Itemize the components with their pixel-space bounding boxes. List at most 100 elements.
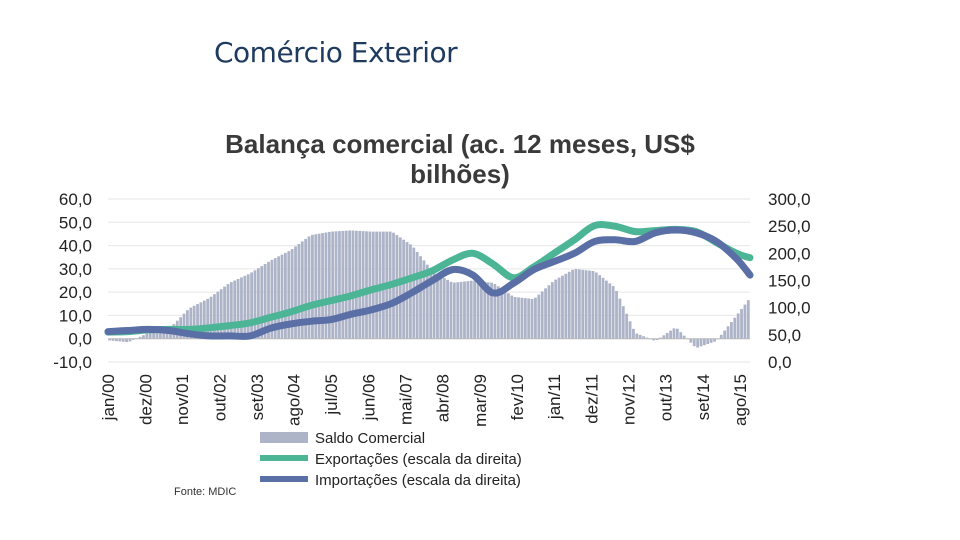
chart-title-line2: bilhões) [410, 159, 510, 189]
saldo-bar [534, 297, 537, 339]
saldo-bar [669, 330, 672, 339]
saldo-bar [601, 277, 605, 339]
saldo-bar [206, 298, 210, 339]
x-tick-label: abr/08 [434, 374, 453, 422]
saldo-bar [223, 286, 226, 339]
right-axis: 300,0 250,0 200,0 150,0 100,0 50,0 0,0 [768, 190, 811, 372]
left-tick-label: 10,0 [59, 306, 92, 325]
saldo-bar [662, 335, 666, 339]
saldo-bar [186, 310, 189, 339]
saldo-bar [510, 295, 514, 339]
saldo-bar [260, 266, 264, 339]
right-tick-label: 100,0 [768, 299, 811, 318]
saldo-bar [574, 269, 578, 339]
saldo-bar [334, 231, 338, 339]
saldo-bar [500, 288, 504, 339]
chart-title-line1: Balança comercial (ac. 12 meses, US$ [225, 129, 695, 159]
saldo-bar [490, 282, 493, 339]
saldo-bar [317, 233, 321, 339]
saldo-bar [449, 281, 453, 339]
x-tick-label: jul/05 [322, 374, 341, 416]
x-tick-label: nov/12 [619, 374, 638, 425]
saldo-bar [642, 336, 645, 339]
left-tick-label: -10,0 [53, 353, 92, 372]
left-tick-label: 60,0 [59, 190, 92, 209]
x-axis: jan/00 dez/00 nov/01 out/02 set/03 ago/04 jul/… [99, 374, 750, 427]
x-tick-label: ago/15 [731, 374, 750, 426]
x-tick-label: out/13 [657, 374, 676, 421]
x-tick-label: fev/10 [508, 374, 527, 420]
saldo-bar [199, 302, 203, 339]
saldo-bar [358, 230, 362, 339]
saldo-bar [219, 289, 223, 339]
saldo-bar [432, 272, 436, 339]
saldo-bar [256, 268, 260, 339]
saldo-bar [216, 291, 220, 339]
legend-item-exports: Exportações (escala da direita) [260, 451, 522, 468]
saldo-bar [131, 338, 135, 340]
saldo-bar [287, 251, 291, 339]
x-tick-label: jan/11 [545, 374, 564, 420]
saldo-bar [523, 298, 527, 339]
saldo-bar [304, 238, 308, 339]
saldo-bar [463, 281, 466, 339]
saldo-bar [351, 230, 355, 339]
saldo-bar [398, 237, 402, 339]
saldo-bar [581, 269, 585, 339]
saldo-bar [327, 231, 331, 339]
saldo-bar [689, 338, 693, 343]
left-tick-label: 40,0 [59, 237, 92, 256]
source-note: Fonte: MDIC [174, 486, 237, 498]
saldo-bar [402, 239, 406, 339]
exports-line [104, 221, 754, 336]
saldo-bar [493, 283, 497, 339]
saldo-bar [730, 321, 733, 339]
saldo-bar [632, 328, 635, 339]
saldo-bar [361, 231, 365, 339]
saldo-bar [479, 281, 483, 339]
right-tick-label: 0,0 [768, 353, 792, 372]
saldo-bar [300, 241, 304, 339]
saldo-bar [439, 275, 443, 339]
x-tick-label: set/03 [248, 374, 267, 420]
saldo-bar [240, 277, 243, 339]
saldo-bar [125, 338, 128, 343]
saldo-bar [486, 282, 490, 339]
saldo-bar [321, 233, 324, 339]
x-tick-label: jun/06 [359, 374, 378, 421]
x-tick-label: jan/00 [99, 374, 118, 421]
saldo-bar [645, 337, 649, 339]
saldo-bar [297, 243, 301, 339]
saldo-bar [158, 330, 162, 339]
saldo-bar [111, 338, 115, 341]
saldo-bar [270, 259, 274, 339]
saldo-bar [652, 338, 656, 341]
saldo-bar [513, 296, 517, 339]
saldo-bar [155, 331, 159, 339]
saldo-bar [746, 300, 750, 339]
saldo-bar [557, 277, 561, 339]
saldo-bar [709, 338, 713, 343]
saldo-bar [250, 272, 254, 339]
saldo-bar [142, 335, 145, 339]
saldo-bar [243, 275, 247, 339]
saldo-bar [192, 305, 196, 339]
saldo-bar [115, 338, 118, 342]
saldo-bar [371, 231, 375, 339]
saldo-bar [152, 332, 156, 339]
saldo-bar [226, 284, 230, 339]
saldo-bar [713, 338, 716, 342]
x-tick-label: dez/11 [582, 374, 601, 424]
left-tick-label: 30,0 [59, 260, 92, 279]
saldo-bar [615, 291, 618, 339]
saldo-bar [496, 286, 500, 339]
saldo-bar [419, 256, 422, 339]
saldo-bar [290, 248, 294, 339]
saldo-bar [108, 338, 112, 341]
saldo-bar [348, 230, 351, 339]
saldo-bar [307, 236, 311, 339]
saldo-bar [229, 282, 233, 339]
saldo-bar [331, 231, 335, 339]
left-tick-label: 0,0 [68, 330, 92, 349]
saldo-bar [189, 307, 193, 339]
